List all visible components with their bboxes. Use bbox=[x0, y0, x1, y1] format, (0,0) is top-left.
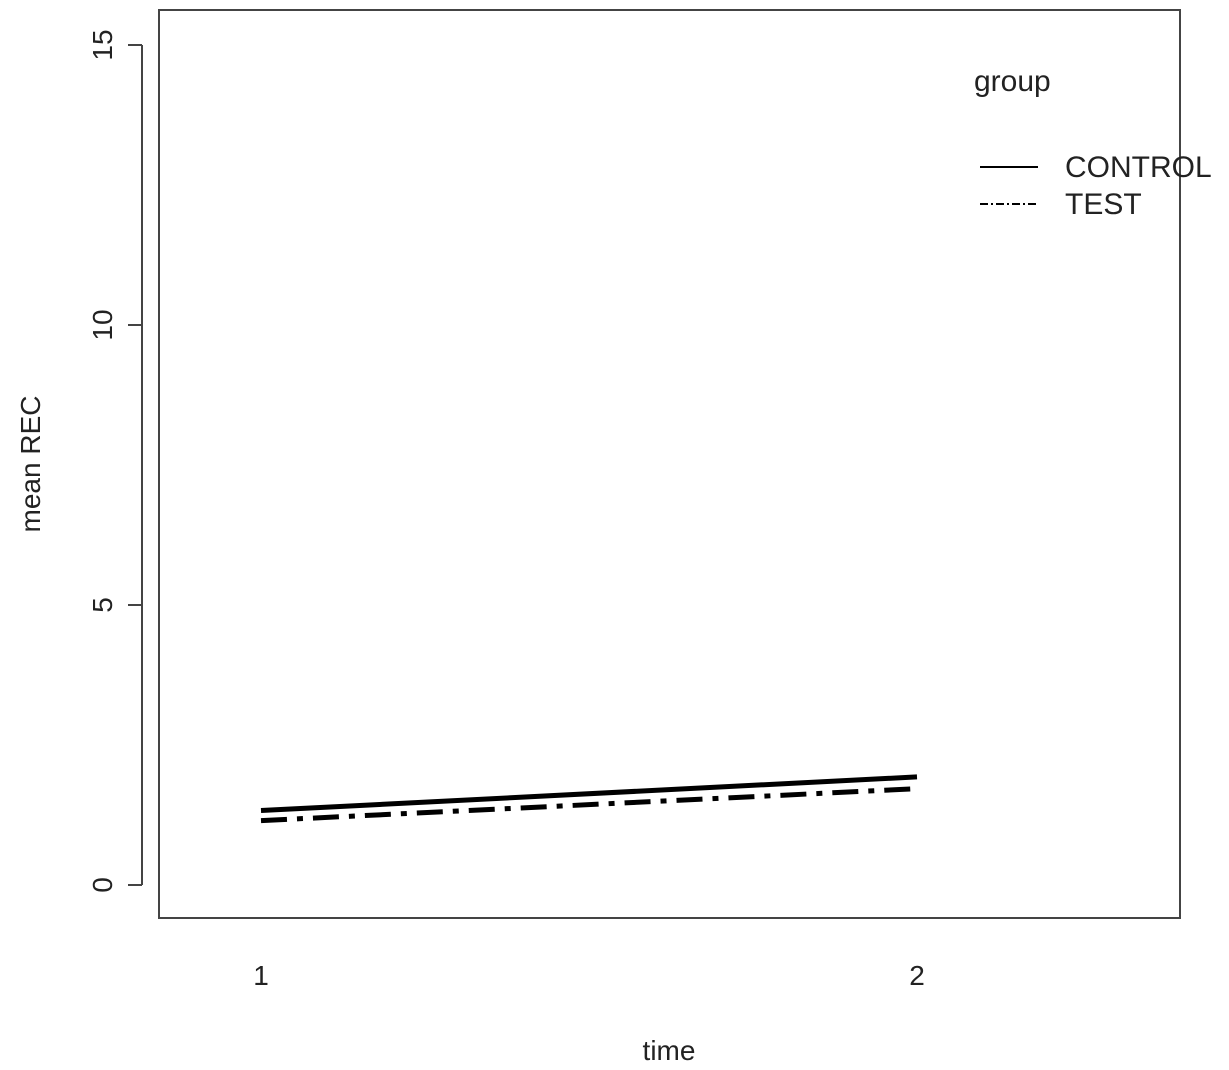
y-tick-label-0: 0 bbox=[87, 877, 118, 893]
legend-label-test: TEST bbox=[1065, 188, 1142, 221]
series-layer bbox=[260, 774, 918, 824]
legend: group CONTROL TEST bbox=[974, 65, 1212, 221]
y-tick-label-1: 5 bbox=[87, 597, 118, 613]
legend-title: group bbox=[974, 65, 1051, 98]
y-axis-label: mean REC bbox=[15, 396, 46, 533]
legend-label-control: CONTROL bbox=[1065, 151, 1212, 184]
series-line-test bbox=[260, 786, 918, 824]
y-tick-label-3: 15 bbox=[87, 29, 118, 60]
y-axis: 0 5 10 15 bbox=[87, 29, 143, 893]
y-tick-label-2: 10 bbox=[87, 309, 118, 340]
x-axis-label: time bbox=[643, 1035, 696, 1066]
x-tick-label-0: 1 bbox=[253, 960, 269, 991]
series-line-control bbox=[260, 774, 918, 814]
x-tick-label-1: 2 bbox=[909, 960, 925, 991]
plot-frame bbox=[158, 9, 1181, 919]
